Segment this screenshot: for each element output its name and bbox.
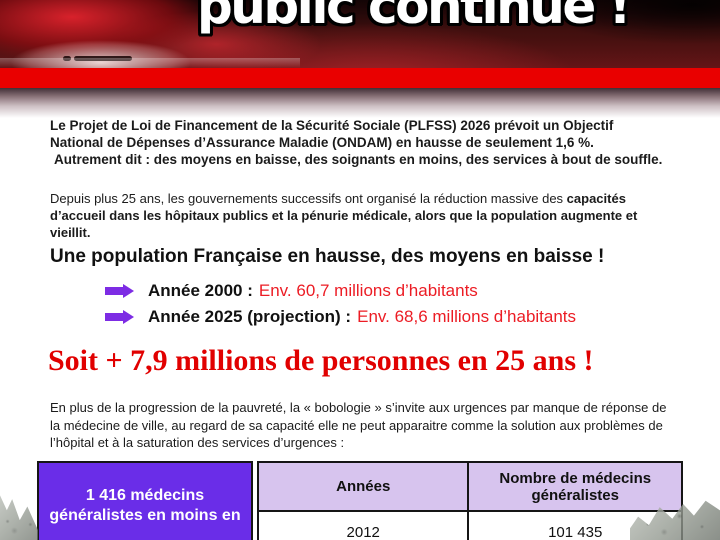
column-header-annees: Années (256, 461, 470, 512)
siren-photo-banner (0, 0, 720, 68)
doctors-table-section: 1 416 médecins généralistes en moins en … (37, 461, 683, 540)
table-header-row: Années Nombre de médecins généralistes (256, 461, 683, 512)
context-text-bold: capacités (566, 191, 626, 206)
siren-vent-decoration (63, 56, 71, 61)
urgences-paragraph: En plus de la progression de la pauvreté… (50, 399, 680, 452)
intro-line: Autrement dit : des moyens en baisse, de… (54, 152, 663, 168)
grunge-texture-left (0, 495, 38, 540)
context-line: d’accueil dans les hôpitaux publics et l… (50, 207, 675, 241)
urgences-line: En plus de la progression de la pauvreté… (50, 400, 667, 415)
table-side-callout: 1 416 médecins généralistes en moins en (37, 461, 253, 540)
context-line: Depuis plus 25 ans, les gouvernements su… (50, 190, 675, 207)
header-shadow-fade (0, 88, 720, 118)
list-item: Année 2000 : Env. 60,7 millions d’habita… (105, 278, 576, 304)
intro-line: Le Projet de Loi de Financement de la Sé… (50, 118, 614, 133)
bullet-value: Env. 68,6 millions d’habitants (357, 307, 577, 326)
column-header-nombre: Nombre de médecins généralistes (467, 461, 683, 512)
intro-line: National de Dépenses d’Assurance Maladie… (50, 135, 594, 151)
urgences-line: l’hôpital et à la saturation des service… (50, 435, 345, 450)
page-title: public continue ! (197, 0, 631, 35)
context-text: Depuis plus 25 ans, les gouvernements su… (50, 191, 567, 206)
doctors-table: Années Nombre de médecins généralistes 2… (256, 461, 683, 540)
arrow-right-icon (105, 284, 135, 298)
population-heading: Une population Française en hausse, des … (50, 246, 605, 267)
red-divider-bar (0, 68, 720, 88)
bullet-label: Année 2000 : (148, 281, 253, 300)
table-row: 2012 101 435 (256, 510, 683, 540)
table-cell-count: 101 435 (467, 510, 683, 540)
intro-paragraph: Le Projet de Loi de Financement de la Sé… (50, 117, 670, 169)
list-item: Année 2025 (projection) : Env. 68,6 mill… (105, 304, 576, 330)
context-text-bold: d’accueil dans les hôpitaux publics et l… (50, 208, 638, 241)
arrow-right-icon (105, 310, 135, 324)
big-red-headline: Soit + 7,9 millions de personnes en 25 a… (48, 344, 594, 377)
population-bullets: Année 2000 : Env. 60,7 millions d’habita… (105, 278, 576, 330)
table-cell-year: 2012 (256, 510, 470, 540)
chrome-highlight-decoration (0, 58, 300, 68)
urgences-line: la médecine de ville, au regard de sa ca… (50, 417, 663, 433)
bullet-label: Année 2025 (projection) : (148, 307, 352, 326)
context-paragraph: Depuis plus 25 ans, les gouvernements su… (50, 190, 675, 242)
siren-vent-decoration (74, 56, 132, 61)
bullet-value: Env. 60,7 millions d’habitants (258, 281, 478, 300)
